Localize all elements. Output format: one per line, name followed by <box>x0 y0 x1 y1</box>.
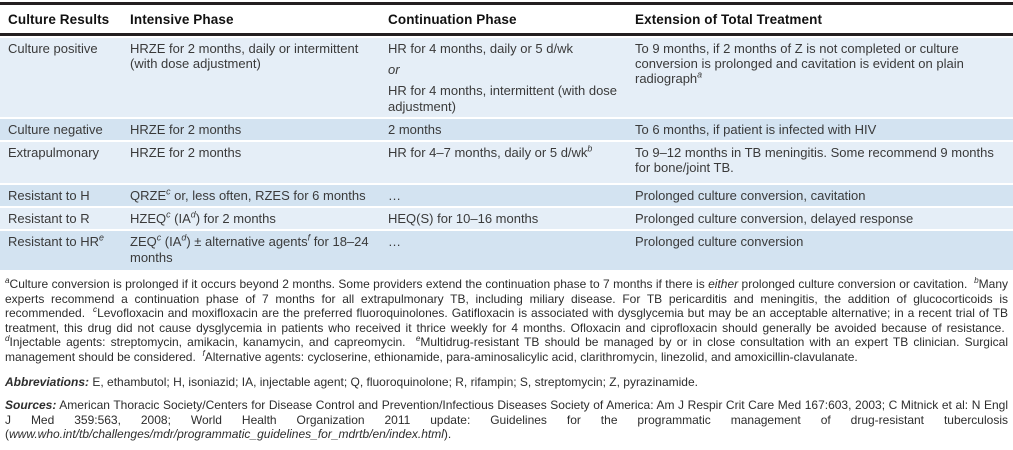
table-row-culture-positive: Culture positive HRZE for 2 months, dail… <box>0 38 1013 119</box>
cell-culture-results: Resistant to H <box>8 188 90 204</box>
cell-intensive-phase: HZEQc (IAd) for 2 months <box>130 209 276 227</box>
cell-continuation-phase: … <box>388 234 401 250</box>
table-row-culture-negative: Culture negative HRZE for 2 months 2 mon… <box>0 118 1013 143</box>
cell-extension: To 6 months, if patient is infected with… <box>635 121 877 137</box>
cell-intensive-phase: HRZE for 2 months <box>130 145 242 161</box>
table-row-resistant-to-r: Resistant to R HZEQc (IAd) for 2 months … <box>0 208 1013 232</box>
table-top-rule <box>0 2 1013 5</box>
footnotes: aCulture conversion is prolonged if it o… <box>5 276 1008 364</box>
cell-extension: To 9–12 months in TB meningitis. Some re… <box>635 145 994 176</box>
cell-continuation-phase: HR for 4 months, daily or 5 d/wk or HR for… <box>388 41 618 114</box>
table-body: Culture positive HRZE for 2 months, dail… <box>0 38 1013 273</box>
column-header-extension-of-total-treatment: Extension of Total Treatment <box>635 12 823 27</box>
cell-continuation-phase: … <box>388 188 401 204</box>
cell-intensive-phase: ZEQc (IAd) ± alternative agentsf for 18–… <box>130 233 369 265</box>
tb-treatment-table-page: Culture Results Intensive Phase Continua… <box>0 2 1013 442</box>
abbreviations: Abbreviations: E, ethambutol; H, isoniaz… <box>5 374 698 389</box>
who-url: www.who.int/tb/challenges/mdr/programmat… <box>9 427 444 442</box>
cell-extension: Prolonged culture conversion, cavitation <box>635 188 866 204</box>
cell-culture-results: Culture negative <box>8 121 103 137</box>
cell-extension: To 9 months, if 2 months of Z is not com… <box>635 41 964 87</box>
cell-intensive-phase: QRZEc or, less often, RZES for 6 months <box>130 186 366 204</box>
cell-continuation-phase: HR for 4–7 months, daily or 5 d/wkb <box>388 143 593 161</box>
sources: Sources: American Thoracic Society/Cente… <box>5 398 1008 442</box>
table-header-row: Culture Results Intensive Phase Continua… <box>0 5 1013 36</box>
table-row-extrapulmonary: Extrapulmonary HRZE for 2 months HR for … <box>0 142 1013 186</box>
cell-extension: Prolonged culture conversion, delayed re… <box>635 211 914 227</box>
column-header-continuation-phase: Continuation Phase <box>388 12 517 27</box>
cell-extension: Prolonged culture conversion <box>635 234 804 250</box>
cell-culture-results: Resistant to HRe <box>8 233 104 250</box>
table-row-resistant-to-hr: Resistant to HRe ZEQc (IAd) ± alternativ… <box>0 231 1013 273</box>
cell-intensive-phase: HRZE for 2 months, daily or intermittent… <box>130 41 359 72</box>
cell-continuation-phase: HEQ(S) for 10–16 months <box>388 211 539 227</box>
cell-culture-results: Extrapulmonary <box>8 145 100 161</box>
table-row-resistant-to-h: Resistant to H QRZEc or, less often, RZE… <box>0 185 1013 209</box>
cell-culture-results: Resistant to R <box>8 211 90 227</box>
column-header-intensive-phase: Intensive Phase <box>130 12 234 27</box>
cell-intensive-phase: HRZE for 2 months <box>130 121 242 137</box>
cell-culture-results: Culture positive <box>8 41 98 56</box>
cell-continuation-phase: 2 months <box>388 121 442 137</box>
column-header-culture-results: Culture Results <box>8 12 110 27</box>
